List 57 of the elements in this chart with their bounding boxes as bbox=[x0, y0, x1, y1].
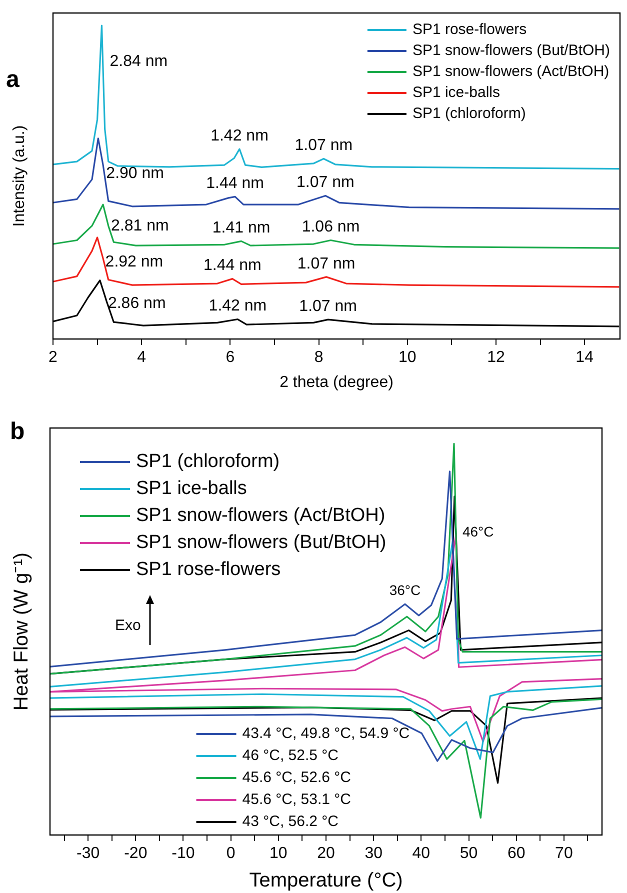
chart-title: b bbox=[10, 418, 25, 446]
x-tick-label: 2 bbox=[48, 349, 58, 366]
x-tick-label: 30 bbox=[364, 845, 383, 862]
annotation: 1.07 nm bbox=[299, 298, 357, 315]
x-tick-label: 14 bbox=[576, 349, 594, 366]
x-tick-label: 4 bbox=[137, 349, 146, 366]
x-tick-label: 60 bbox=[507, 845, 526, 862]
y-axis-title: Heat Flow (W g⁻¹) bbox=[10, 552, 33, 711]
x-tick-label: 10 bbox=[270, 845, 288, 862]
legend-label: 46 °C, 52.5 °C bbox=[242, 747, 339, 764]
annotation: 2.90 nm bbox=[106, 165, 164, 182]
annotation: 1.41 nm bbox=[212, 220, 270, 237]
legend-label: SP1 snow-flowers (Act/BtOH) bbox=[412, 63, 610, 80]
legend-label: SP1 snow-flowers (Act/BtOH) bbox=[136, 505, 386, 526]
x-tick-label: 8 bbox=[314, 349, 324, 366]
annotation: 1.07 nm bbox=[294, 137, 353, 154]
x-tick-label: 6 bbox=[226, 349, 235, 366]
annotation: 1.42 nm bbox=[208, 298, 267, 315]
annotation: 36°C bbox=[389, 582, 421, 598]
annotation: 2.92 nm bbox=[105, 254, 164, 271]
annotation: Exo bbox=[115, 617, 141, 634]
x-tick-label: -20 bbox=[124, 845, 148, 862]
x-tick-label: 20 bbox=[317, 845, 335, 862]
x-axis-title: 2 theta (degree) bbox=[280, 374, 394, 391]
annotation: 1.44 nm bbox=[206, 175, 264, 192]
legend-label: 45.6 °C, 53.1 °C bbox=[242, 791, 352, 808]
annotation: 2.81 nm bbox=[111, 218, 169, 235]
legend-label: SP1 rose-flowers bbox=[412, 21, 527, 38]
annotation: 1.42 nm bbox=[210, 127, 268, 144]
legend-label: SP1 snow-flowers (But/BtOH) bbox=[136, 532, 386, 554]
text: a bbox=[6, 66, 20, 94]
legend-label: SP1 (chloroform) bbox=[412, 105, 526, 122]
x-tick-label: 40 bbox=[412, 845, 430, 862]
annotation: 1.44 nm bbox=[203, 257, 262, 274]
y-axis-title: Intensity (a.u.) bbox=[11, 125, 28, 227]
x-tick-label: -30 bbox=[76, 845, 100, 862]
legend-label: SP1 ice-balls bbox=[412, 84, 500, 102]
x-tick-label: 50 bbox=[460, 845, 478, 862]
x-tick-label: -10 bbox=[172, 845, 195, 862]
x-tick-label: 0 bbox=[226, 845, 236, 862]
annotation: 1.07 nm bbox=[297, 255, 356, 272]
x-tick-label: 12 bbox=[487, 349, 505, 366]
annotation: 2.84 nm bbox=[110, 52, 168, 70]
x-tick-label: 70 bbox=[555, 845, 573, 862]
x-axis-title: Temperature (°C) bbox=[249, 870, 403, 892]
legend-label: SP1 ice-balls bbox=[136, 478, 247, 500]
legend-label: SP1 (chloroform) bbox=[136, 451, 280, 472]
x-tick-label: 10 bbox=[398, 349, 416, 366]
annotation: 1.07 nm bbox=[296, 174, 354, 192]
legend-label: SP1 rose-flowers bbox=[136, 559, 281, 580]
legend-label: 43 °C, 56.2 °C bbox=[242, 813, 339, 830]
legend-label: 45.6 °C, 52.6 °C bbox=[242, 769, 352, 786]
legend-label: 43.4 °C, 49.8 °C, 54.9 °C bbox=[242, 725, 410, 742]
annotation: 2.86 nm bbox=[108, 294, 166, 312]
annotation: 1.06 nm bbox=[302, 218, 360, 236]
legend-label: SP1 snow-flowers (But/BtOH) bbox=[412, 42, 610, 60]
annotation: 46°C bbox=[462, 523, 494, 540]
